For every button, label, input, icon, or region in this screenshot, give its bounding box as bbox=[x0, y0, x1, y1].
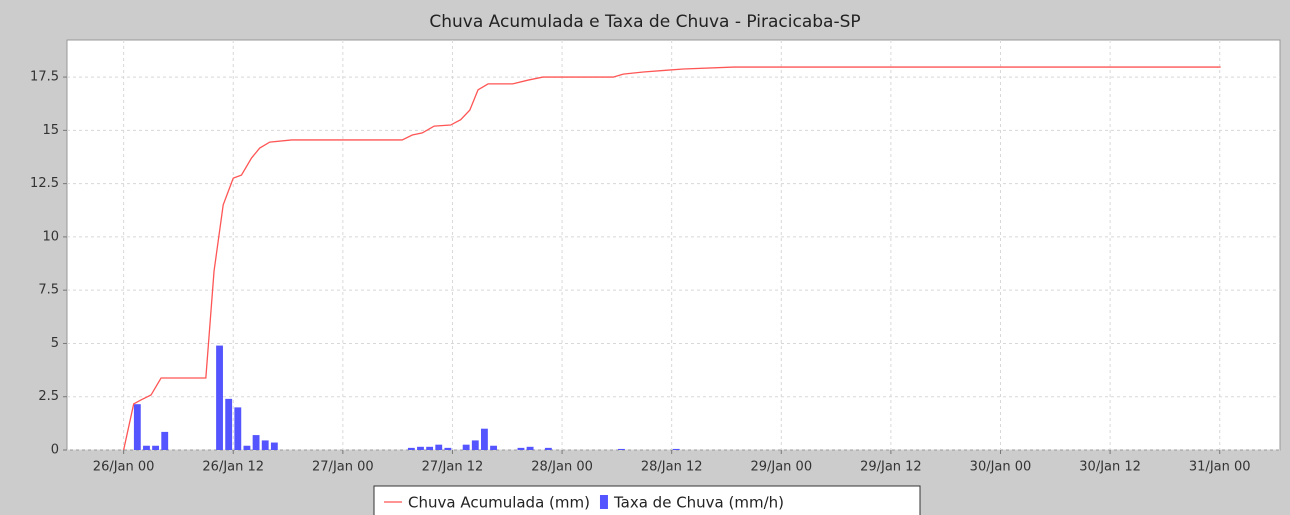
y-tick-label: 10 bbox=[42, 229, 59, 244]
legend-label: Taxa de Chuva (mm/h) bbox=[613, 494, 784, 512]
y-tick-label: 0 bbox=[51, 443, 59, 458]
x-tick-label: 30/Jan 00 bbox=[970, 460, 1032, 475]
bar bbox=[517, 447, 525, 450]
bar bbox=[152, 445, 160, 450]
x-tick-label: 27/Jan 00 bbox=[312, 460, 374, 475]
line bbox=[122, 66, 1221, 451]
bar bbox=[243, 445, 251, 450]
y-tick-label: 17.5 bbox=[30, 70, 59, 85]
y-tick-label: 15 bbox=[42, 123, 59, 138]
bar bbox=[161, 431, 169, 450]
x-tick-label: 27/Jan 12 bbox=[422, 460, 484, 475]
x-tick-label: 28/Jan 12 bbox=[641, 460, 703, 475]
bar bbox=[407, 447, 415, 450]
bar bbox=[618, 448, 625, 450]
bar bbox=[544, 447, 552, 450]
bar bbox=[426, 446, 434, 450]
plot-area bbox=[66, 39, 1281, 451]
bar bbox=[216, 345, 223, 450]
legend-label: Chuva Acumulada (mm) bbox=[408, 494, 590, 512]
bar bbox=[143, 445, 150, 450]
bar bbox=[471, 440, 479, 450]
bar bbox=[444, 447, 452, 450]
x-tick-label: 26/Jan 00 bbox=[93, 460, 155, 475]
bar bbox=[133, 404, 141, 450]
bar bbox=[435, 444, 443, 450]
bar bbox=[526, 446, 534, 450]
chart-title: Chuva Acumulada e Taxa de Chuva - Piraci… bbox=[429, 12, 860, 32]
x-tick-label: 29/Jan 00 bbox=[750, 460, 812, 475]
x-tick-label: 28/Jan 00 bbox=[531, 460, 593, 475]
x-tick-label: 26/Jan 12 bbox=[202, 460, 264, 475]
legend bbox=[373, 485, 921, 515]
bar bbox=[490, 445, 497, 450]
bar bbox=[252, 435, 260, 450]
bar bbox=[261, 440, 269, 450]
y-tick-label: 2.5 bbox=[38, 389, 59, 404]
x-tick-label: 31/Jan 00 bbox=[1189, 460, 1251, 475]
bar bbox=[672, 448, 680, 450]
y-tick-label: 7.5 bbox=[38, 283, 59, 298]
bar bbox=[225, 398, 233, 450]
bar bbox=[234, 407, 242, 450]
x-tick-label: 30/Jan 12 bbox=[1079, 460, 1141, 475]
y-tick-label: 5 bbox=[51, 336, 59, 351]
bar bbox=[481, 428, 488, 450]
bar bbox=[270, 442, 278, 450]
legend-swatch bbox=[599, 495, 608, 509]
bar bbox=[462, 444, 470, 450]
bar bbox=[417, 446, 424, 450]
y-tick-label: 12.5 bbox=[30, 176, 59, 191]
x-tick-label: 29/Jan 12 bbox=[860, 460, 922, 475]
